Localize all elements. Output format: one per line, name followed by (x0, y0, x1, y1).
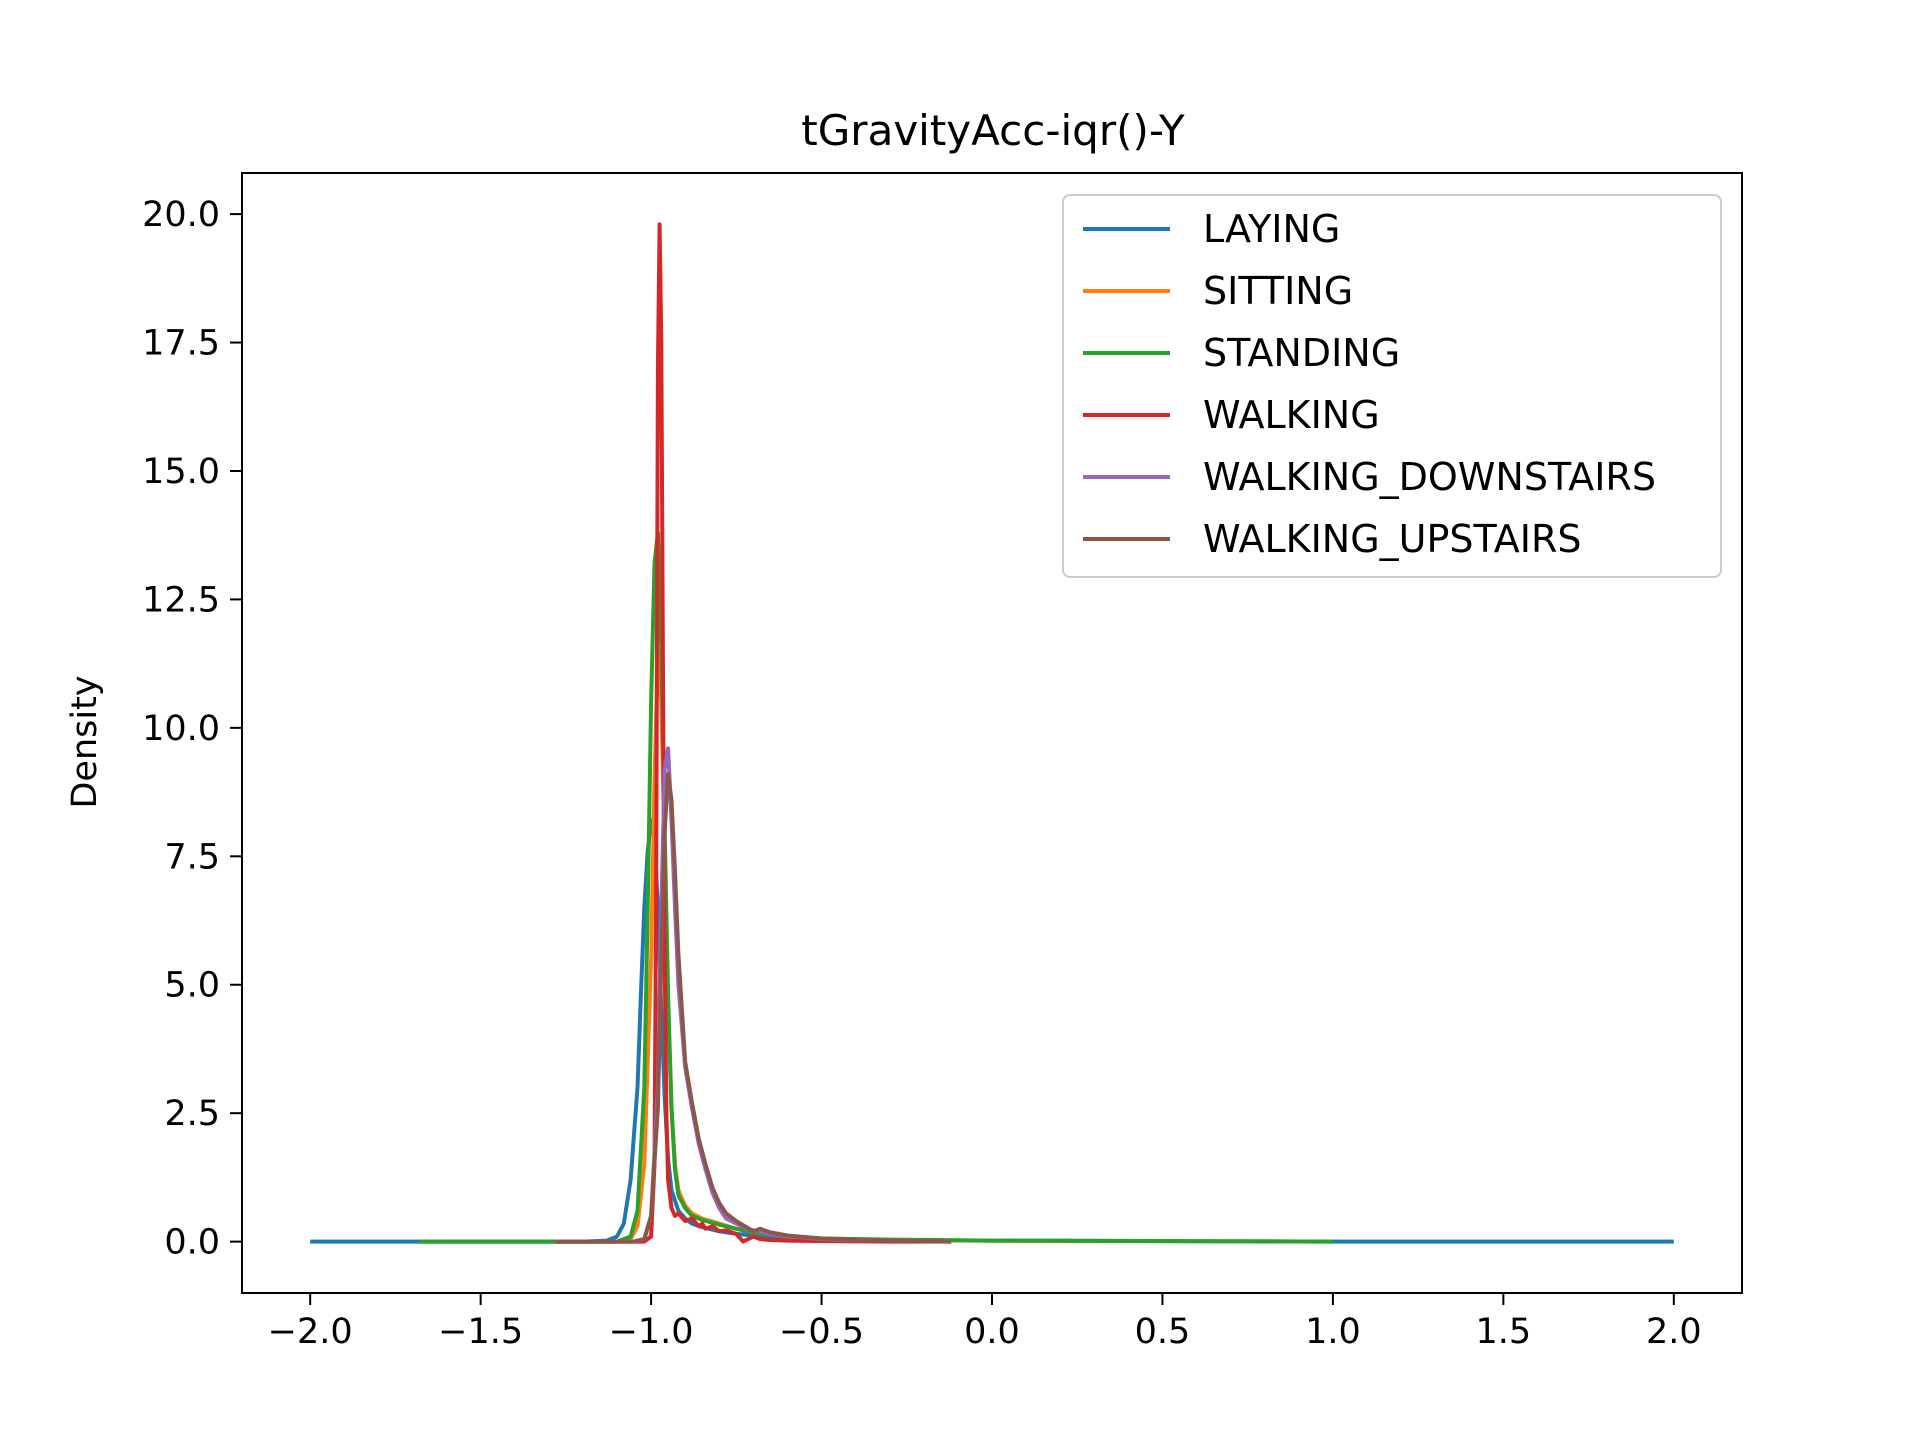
legend-label: STANDING (1203, 331, 1400, 375)
x-tick-label: −1.5 (438, 1312, 523, 1352)
y-tick-label: 0.0 (164, 1223, 220, 1263)
y-tick-label: 17.5 (142, 324, 220, 364)
x-axis: −2.0 −1.5 −1.0 −0.5 0.0 0.5 1.0 1.5 2.0 (268, 1293, 1702, 1352)
series-line-walking (555, 222, 952, 1244)
y-tick-label: 2.5 (164, 1094, 220, 1134)
x-tick-label: −1.0 (609, 1312, 694, 1352)
y-tick-label: 12.5 (142, 580, 220, 620)
legend-box (1062, 194, 1722, 578)
x-tick-label: 1.5 (1476, 1312, 1532, 1352)
y-tick-label: 7.5 (164, 837, 220, 877)
series-line-walking-upstairs (555, 772, 952, 1244)
legend-label: WALKING (1203, 393, 1380, 437)
y-axis-label: Density (65, 675, 105, 808)
y-tick-label: 20.0 (142, 195, 220, 235)
legend-label: WALKING_UPSTAIRS (1203, 517, 1582, 561)
y-tick-label: 10.0 (142, 709, 220, 749)
legend: LAYING SITTING STANDING WALKING WALKING_DOWN… (1062, 194, 1722, 578)
x-tick-label: 0.5 (1135, 1312, 1191, 1352)
legend-label: SITTING (1203, 269, 1353, 313)
y-axis: 0.0 2.5 5.0 7.5 10.0 12.5 15.0 17.5 20.0 (142, 195, 242, 1263)
y-tick-label: 5.0 (164, 966, 220, 1006)
chart-title: tGravityAcc-iqr()-Y (801, 106, 1185, 155)
y-tick-label: 15.0 (142, 452, 220, 492)
x-tick-label: 1.0 (1305, 1312, 1361, 1352)
x-tick-label: 0.0 (964, 1312, 1020, 1352)
plot-area (310, 222, 1674, 1244)
legend-label: LAYING (1203, 207, 1340, 251)
x-tick-label: −2.0 (268, 1312, 353, 1352)
x-tick-label: 2.0 (1646, 1312, 1702, 1352)
x-tick-label: −0.5 (779, 1312, 864, 1352)
legend-label: WALKING_DOWNSTAIRS (1203, 455, 1656, 499)
